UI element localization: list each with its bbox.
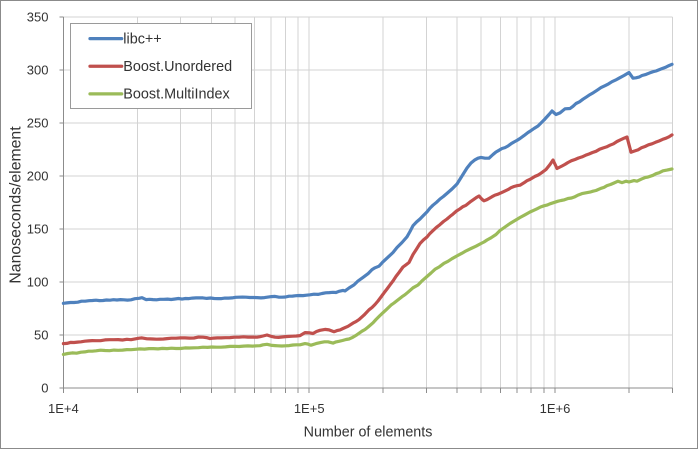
svg-text:Number of elements: Number of elements xyxy=(304,425,433,441)
svg-text:1E+4: 1E+4 xyxy=(48,401,79,416)
svg-text:0: 0 xyxy=(41,381,48,396)
svg-text:350: 350 xyxy=(27,10,49,25)
svg-text:300: 300 xyxy=(27,63,49,78)
svg-text:150: 150 xyxy=(27,222,49,237)
svg-text:libc++: libc++ xyxy=(123,31,161,47)
svg-text:100: 100 xyxy=(27,275,49,290)
svg-text:250: 250 xyxy=(27,116,49,131)
svg-text:200: 200 xyxy=(27,169,49,184)
svg-text:50: 50 xyxy=(34,328,48,343)
svg-text:Nanoseconds/element: Nanoseconds/element xyxy=(7,126,24,284)
svg-text:1E+5: 1E+5 xyxy=(294,401,325,416)
svg-text:Boost.MultiIndex: Boost.MultiIndex xyxy=(123,87,230,103)
svg-text:1E+6: 1E+6 xyxy=(540,401,571,416)
svg-text:Boost.Unordered: Boost.Unordered xyxy=(123,59,232,75)
